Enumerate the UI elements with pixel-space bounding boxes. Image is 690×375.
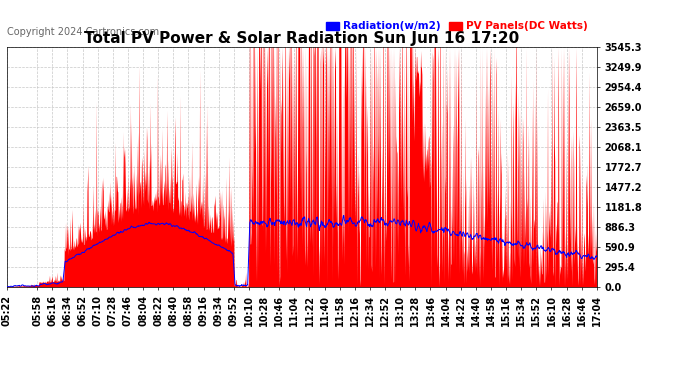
Legend: Radiation(w/m2), PV Panels(DC Watts): Radiation(w/m2), PV Panels(DC Watts) [322, 17, 591, 36]
Title: Total PV Power & Solar Radiation Sun Jun 16 17:20: Total PV Power & Solar Radiation Sun Jun… [84, 31, 520, 46]
Text: Copyright 2024 Cartronics.com: Copyright 2024 Cartronics.com [7, 27, 159, 37]
